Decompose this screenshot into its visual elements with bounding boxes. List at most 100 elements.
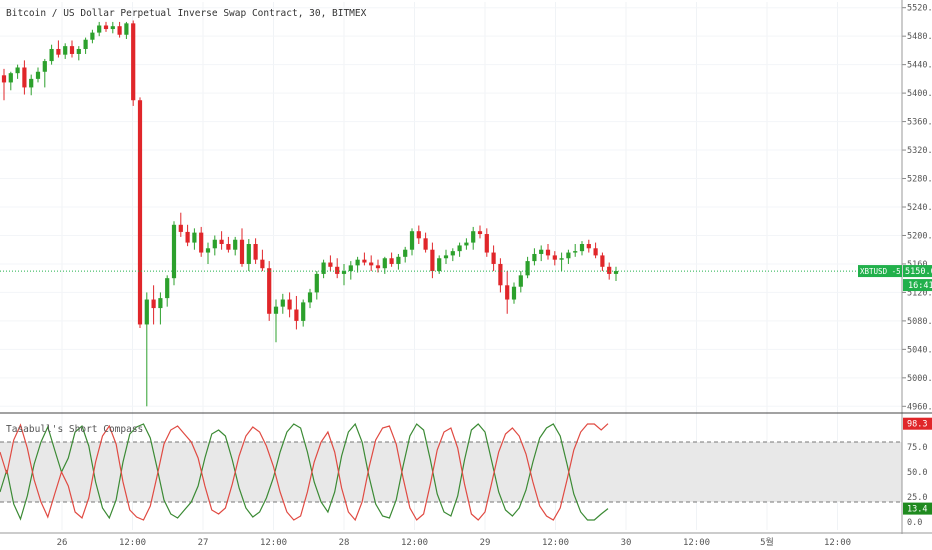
candle-body — [539, 249, 544, 254]
candle-body — [355, 259, 360, 266]
candle-body — [573, 251, 578, 253]
price-tick-label: 5520.0 — [907, 4, 932, 14]
candle-body — [178, 224, 183, 232]
candle-body — [233, 239, 238, 250]
candle-body — [409, 231, 415, 250]
osc-tick-label: 0.0 — [907, 518, 922, 528]
symbol-change-badge — [858, 265, 902, 278]
candle-body — [260, 259, 265, 269]
candle-body — [144, 299, 149, 325]
candle-body — [226, 244, 231, 250]
price-tick-label: 5240.0 — [907, 203, 932, 213]
candle-body — [29, 78, 34, 88]
price-tick-label: 5120.0 — [907, 288, 932, 298]
candle-body — [525, 261, 530, 276]
candle-body — [185, 231, 190, 243]
candle-body — [382, 258, 387, 269]
candle-body — [457, 245, 462, 252]
candle-body — [131, 23, 136, 101]
time-tick-label: 12:00 — [260, 538, 287, 548]
price-tick-label: 5480.0 — [907, 32, 932, 42]
oscillator-green-line — [0, 422, 609, 521]
candle-body — [437, 258, 442, 272]
candle-body — [613, 271, 619, 274]
candle-body — [171, 224, 177, 279]
candlestick-series — [1, 20, 619, 407]
price-tick-label: 5200.0 — [907, 231, 932, 241]
candle-body — [586, 244, 591, 249]
candle-body — [267, 268, 272, 314]
candle-body — [532, 253, 537, 262]
candle-body — [56, 48, 61, 55]
price-tick-label: 5280.0 — [907, 175, 932, 185]
candle-body — [239, 239, 245, 264]
candle-body — [253, 244, 258, 260]
price-tick-label: 5360.0 — [907, 118, 932, 128]
time-tick-label: 12:00 — [824, 538, 851, 548]
osc-tick-label: 25.0 — [907, 493, 927, 503]
osc-green-value-label: 13.4 — [907, 505, 927, 515]
candle-body — [491, 252, 496, 264]
price-tick-label: 5080.0 — [907, 317, 932, 327]
time-tick-label: 26 — [57, 538, 68, 548]
candle-body — [301, 302, 306, 321]
candle-body — [443, 255, 449, 259]
candle-body — [110, 26, 115, 30]
price-tick-label: 5320.0 — [907, 146, 932, 156]
candle-body — [559, 258, 564, 260]
candle-body — [430, 249, 435, 272]
candle-body — [341, 271, 347, 274]
time-tick-label: 12:00 — [401, 538, 428, 548]
candle-body — [1, 75, 7, 83]
candle-body — [124, 23, 129, 35]
time-tick-label: 12:00 — [542, 538, 569, 548]
chart-title: Bitcoin / US Dollar Perpetual Inverse Sw… — [6, 8, 367, 19]
symbol-change-label: XBTUSD -5.03% — [860, 267, 919, 276]
candle-body — [307, 292, 313, 303]
candle-body — [63, 46, 68, 55]
osc-green-value-badge — [903, 502, 932, 515]
time-tick-label: 5월 — [760, 536, 774, 548]
indicator-title: Tasabull's Short Compass — [6, 424, 144, 435]
candle-body — [396, 256, 401, 264]
time-tick-label: 29 — [480, 538, 491, 548]
candle-body — [103, 25, 109, 30]
candle-body — [389, 258, 394, 264]
candle-body — [450, 251, 455, 256]
oscillator-band — [0, 441, 902, 503]
time-tick-label: 30 — [621, 538, 632, 548]
candle-body — [212, 239, 217, 249]
candle-body — [375, 265, 381, 269]
candle-body — [8, 73, 13, 83]
candle-body — [117, 26, 122, 35]
oscillator-red-line — [0, 423, 609, 522]
overbought-oversold-band — [0, 442, 902, 502]
candle-body — [369, 262, 374, 266]
candle-body — [477, 231, 483, 235]
candle-body — [158, 298, 163, 309]
candle-body — [137, 100, 143, 325]
osc-tick-label: 50.0 — [907, 468, 927, 478]
candle-body — [83, 39, 88, 49]
candle-body — [42, 61, 47, 72]
candle-body — [192, 232, 197, 243]
candle-body — [199, 232, 204, 253]
candle-body — [484, 234, 489, 253]
candle-body — [280, 299, 285, 307]
last-price-label: 5150.0 — [905, 267, 932, 277]
candle-body — [403, 249, 408, 257]
candle-body — [335, 266, 340, 274]
candle-body — [76, 48, 81, 54]
price-tick-label: 5040.0 — [907, 345, 932, 355]
time-tick-label: 27 — [198, 538, 209, 548]
candle-body — [593, 248, 598, 256]
time-tick-label: 12:00 — [683, 538, 710, 548]
candle-body — [348, 265, 353, 272]
candle-body — [151, 299, 156, 309]
candle-body — [566, 252, 571, 259]
candle-body — [607, 266, 612, 274]
candle-body — [165, 278, 170, 299]
osc-red-value-badge — [903, 417, 932, 430]
